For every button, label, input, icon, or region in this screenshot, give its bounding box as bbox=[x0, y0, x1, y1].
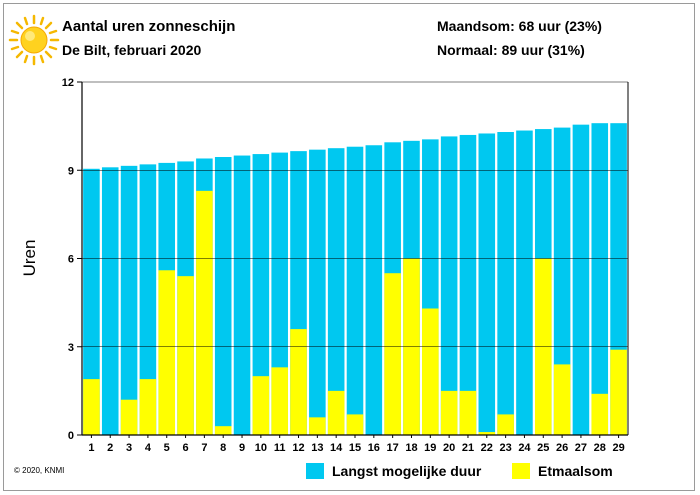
bar-actual-day-23 bbox=[497, 414, 514, 435]
x-tick-label-9: 9 bbox=[239, 442, 245, 454]
bar-actual-day-12 bbox=[290, 329, 307, 435]
x-tick-label-1: 1 bbox=[88, 442, 94, 454]
bar-possible-day-28 bbox=[591, 123, 609, 435]
x-tick-label-28: 28 bbox=[594, 442, 606, 454]
bar-actual-day-7 bbox=[196, 190, 213, 435]
x-tick-label-16: 16 bbox=[368, 442, 380, 454]
bar-possible-day-8 bbox=[214, 157, 232, 435]
x-tick-label-15: 15 bbox=[349, 442, 361, 454]
bar-actual-day-28 bbox=[591, 393, 609, 435]
x-tick-label-27: 27 bbox=[575, 442, 587, 454]
bar-actual-day-19 bbox=[422, 308, 439, 435]
bar-actual-day-21 bbox=[459, 390, 477, 435]
y-tick-label-12: 12 bbox=[62, 77, 74, 89]
x-tick-label-5: 5 bbox=[164, 442, 170, 454]
y-tick-label-0: 0 bbox=[68, 430, 74, 442]
sun-icon bbox=[8, 14, 60, 66]
bar-actual-day-6 bbox=[177, 276, 194, 435]
x-tick-label-11: 11 bbox=[274, 442, 286, 454]
y-tick-label-3: 3 bbox=[68, 342, 74, 354]
x-tick-label-3: 3 bbox=[126, 442, 132, 454]
x-tick-label-23: 23 bbox=[499, 442, 511, 454]
x-tick-label-24: 24 bbox=[518, 442, 531, 454]
x-tick-label-6: 6 bbox=[182, 442, 188, 454]
legend-label-possible: Langst mogelijke duur bbox=[332, 463, 482, 479]
x-tick-label-8: 8 bbox=[220, 442, 226, 454]
y-tick-label-9: 9 bbox=[68, 165, 74, 177]
bar-actual-day-1 bbox=[83, 379, 100, 435]
bar-actual-day-15 bbox=[346, 414, 364, 435]
bar-possible-day-26 bbox=[553, 127, 571, 436]
x-tick-label-18: 18 bbox=[405, 442, 417, 454]
bar-actual-day-20 bbox=[440, 390, 458, 435]
bar-possible-day-15 bbox=[346, 146, 364, 435]
x-tick-label-29: 29 bbox=[612, 442, 624, 454]
bar-possible-day-21 bbox=[459, 134, 477, 435]
normal-total: Normaal: 89 uur (31%) bbox=[437, 42, 585, 58]
bar-possible-day-11 bbox=[271, 152, 288, 435]
x-tick-label-7: 7 bbox=[201, 442, 207, 454]
x-tick-label-2: 2 bbox=[107, 442, 113, 454]
bar-possible-day-23 bbox=[497, 132, 514, 435]
bar-actual-day-10 bbox=[252, 376, 270, 435]
legend-item-possible: Langst mogelijke duur bbox=[306, 462, 481, 480]
x-tick-label-19: 19 bbox=[424, 442, 436, 454]
bar-possible-day-14 bbox=[327, 148, 345, 435]
x-tick-label-10: 10 bbox=[255, 442, 267, 454]
bar-possible-day-10 bbox=[252, 154, 270, 435]
bar-possible-day-22 bbox=[478, 133, 496, 435]
month-total: Maandsom: 68 uur (23%) bbox=[437, 18, 602, 34]
x-tick-label-14: 14 bbox=[330, 442, 343, 454]
bar-possible-day-4 bbox=[139, 164, 157, 435]
bar-possible-day-2 bbox=[101, 167, 119, 435]
x-tick-label-22: 22 bbox=[481, 442, 493, 454]
x-tick-label-17: 17 bbox=[387, 442, 399, 454]
bar-actual-day-17 bbox=[384, 273, 401, 435]
x-tick-label-4: 4 bbox=[145, 442, 152, 454]
bar-actual-day-11 bbox=[271, 367, 288, 435]
x-tick-label-25: 25 bbox=[537, 442, 549, 454]
y-tick-label-6: 6 bbox=[68, 254, 74, 266]
bar-actual-day-8 bbox=[214, 426, 232, 435]
bar-possible-day-13 bbox=[309, 149, 326, 436]
legend-item-actual: Etmaalsom bbox=[512, 462, 613, 480]
bar-possible-day-27 bbox=[572, 124, 590, 435]
bar-actual-day-4 bbox=[139, 379, 157, 435]
bar-actual-day-3 bbox=[120, 399, 138, 435]
bar-actual-day-13 bbox=[309, 417, 326, 435]
bar-possible-day-9 bbox=[233, 155, 251, 435]
bar-actual-day-26 bbox=[553, 364, 571, 435]
chart-frame bbox=[3, 3, 695, 491]
x-tick-label-20: 20 bbox=[443, 442, 455, 454]
x-tick-label-26: 26 bbox=[556, 442, 568, 454]
bar-possible-day-3 bbox=[120, 165, 138, 435]
bar-possible-day-1 bbox=[83, 168, 100, 435]
x-tick-label-12: 12 bbox=[292, 442, 304, 454]
x-tick-label-13: 13 bbox=[311, 442, 323, 454]
chart-title: Aantal uren zonneschijn bbox=[62, 18, 236, 35]
bar-actual-day-22 bbox=[478, 432, 496, 435]
legend-swatch-possible bbox=[306, 463, 324, 479]
legend-swatch-actual bbox=[512, 463, 530, 479]
bar-possible-day-24 bbox=[516, 130, 533, 435]
copyright: © 2020, KNMI bbox=[14, 466, 65, 475]
bar-actual-day-14 bbox=[327, 390, 345, 435]
bar-possible-day-16 bbox=[365, 145, 383, 435]
chart-subtitle: De Bilt, februari 2020 bbox=[62, 42, 202, 58]
x-tick-label-21: 21 bbox=[462, 442, 474, 454]
legend-label-actual: Etmaalsom bbox=[538, 463, 613, 479]
bar-actual-day-5 bbox=[158, 270, 176, 435]
bar-possible-day-20 bbox=[440, 136, 458, 435]
bar-actual-day-29 bbox=[610, 349, 627, 435]
